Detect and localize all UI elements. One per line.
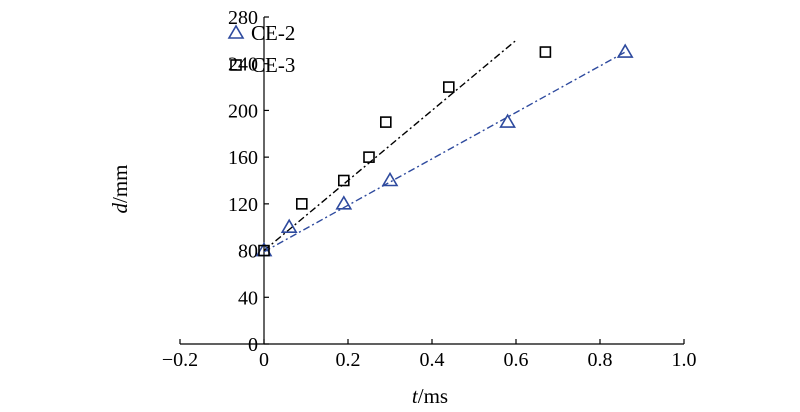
x-tick-label: 0.8 bbox=[588, 349, 613, 371]
y-tick-label: 40 bbox=[238, 287, 258, 309]
legend-label-ce-3: CE-3 bbox=[251, 53, 295, 77]
y-tick-label: 200 bbox=[228, 100, 258, 122]
data-point-ce-3 bbox=[363, 151, 375, 163]
data-point-ce-2 bbox=[381, 171, 399, 187]
fit-lines bbox=[263, 39, 626, 253]
fit-line-ce-2 bbox=[263, 51, 626, 253]
legend-label-ce-2: CE-2 bbox=[251, 21, 295, 45]
data-point-ce-2 bbox=[280, 218, 298, 234]
y-axis-label: d/mm bbox=[108, 164, 132, 213]
legend-item-ce-2: CE-2 bbox=[227, 21, 295, 45]
legend-marker-ce-2 bbox=[227, 24, 245, 39]
y-tick-label: 120 bbox=[228, 194, 258, 216]
x-axis-label: t/ms bbox=[412, 384, 448, 408]
data-point-ce-3 bbox=[379, 116, 392, 128]
x-tick-label: 0.6 bbox=[504, 349, 529, 371]
data-point-ce-2 bbox=[616, 43, 634, 58]
x-tick-label: 0.4 bbox=[420, 349, 445, 371]
y-tick-label: 280 bbox=[228, 7, 258, 29]
legend: CE-2 CE-3 bbox=[227, 21, 295, 77]
data-point-ce-2 bbox=[335, 195, 353, 210]
data-point-ce-3 bbox=[539, 46, 552, 58]
legend-item-ce-3: CE-3 bbox=[230, 53, 295, 77]
data-point-ce-3 bbox=[337, 174, 350, 187]
fit-line-ce-3 bbox=[263, 39, 517, 252]
data-point-ce-3 bbox=[295, 198, 308, 210]
x-axis-ticks: −0.2 0 0.2 0.4 0.6 0.8 1.0 bbox=[162, 339, 697, 371]
x-tick-label: −0.2 bbox=[162, 349, 198, 371]
data-point-ce-2 bbox=[499, 113, 516, 128]
data-point-ce-3 bbox=[258, 244, 270, 257]
y-tick-label: 80 bbox=[238, 241, 258, 263]
legend-marker-ce-3 bbox=[230, 59, 242, 71]
data-markers bbox=[255, 43, 634, 257]
data-point-ce-3 bbox=[442, 81, 455, 93]
x-tick-label: 1.0 bbox=[672, 349, 697, 371]
x-tick-label: 0.2 bbox=[336, 349, 361, 371]
x-tick-label: 0 bbox=[259, 349, 269, 371]
y-tick-label: 160 bbox=[228, 147, 258, 169]
y-tick-label: 0 bbox=[248, 334, 258, 356]
